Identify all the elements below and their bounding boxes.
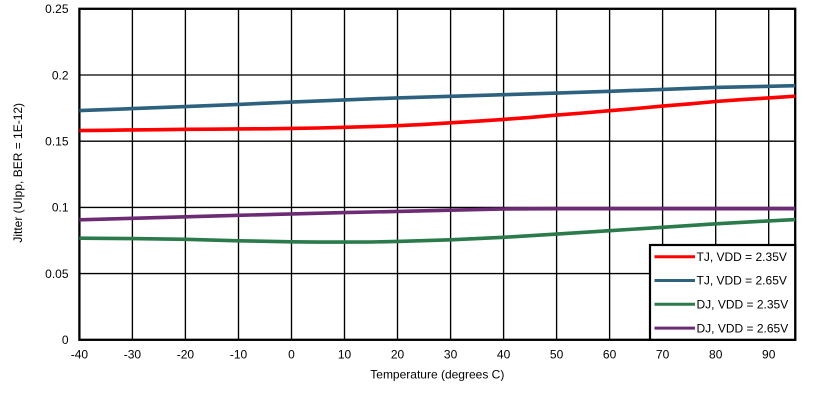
svg-text:50: 50 xyxy=(550,348,564,362)
svg-text:40: 40 xyxy=(497,348,511,362)
svg-text:Temperature (degrees C): Temperature (degrees C) xyxy=(370,368,504,382)
svg-text:70: 70 xyxy=(656,348,670,362)
svg-text:90: 90 xyxy=(762,348,776,362)
svg-text:DJ, VDD = 2.35V: DJ, VDD = 2.35V xyxy=(697,298,789,312)
svg-text:0.05: 0.05 xyxy=(45,267,69,281)
svg-text:0.25: 0.25 xyxy=(45,2,69,16)
svg-text:-40: -40 xyxy=(71,348,89,362)
svg-text:80: 80 xyxy=(709,348,723,362)
svg-text:-20: -20 xyxy=(177,348,195,362)
svg-text:0.15: 0.15 xyxy=(45,135,69,149)
svg-text:-30: -30 xyxy=(124,348,142,362)
svg-text:0.2: 0.2 xyxy=(52,68,69,82)
svg-text:DJ, VDD = 2.65V: DJ, VDD = 2.65V xyxy=(697,321,789,335)
svg-text:60: 60 xyxy=(603,348,617,362)
svg-text:0: 0 xyxy=(62,333,69,347)
svg-text:TJ, VDD = 2.65V: TJ, VDD = 2.65V xyxy=(697,274,787,288)
svg-text:-10: -10 xyxy=(230,348,248,362)
svg-text:10: 10 xyxy=(338,348,352,362)
svg-text:0.1: 0.1 xyxy=(52,201,69,215)
svg-text:0: 0 xyxy=(288,348,295,362)
svg-text:TJ, VDD = 2.35V: TJ, VDD = 2.35V xyxy=(697,250,787,264)
svg-text:Jitter (UIpp, BER = 1E-12): Jitter (UIpp, BER = 1E-12) xyxy=(11,103,25,243)
svg-text:20: 20 xyxy=(391,348,405,362)
svg-text:30: 30 xyxy=(444,348,458,362)
